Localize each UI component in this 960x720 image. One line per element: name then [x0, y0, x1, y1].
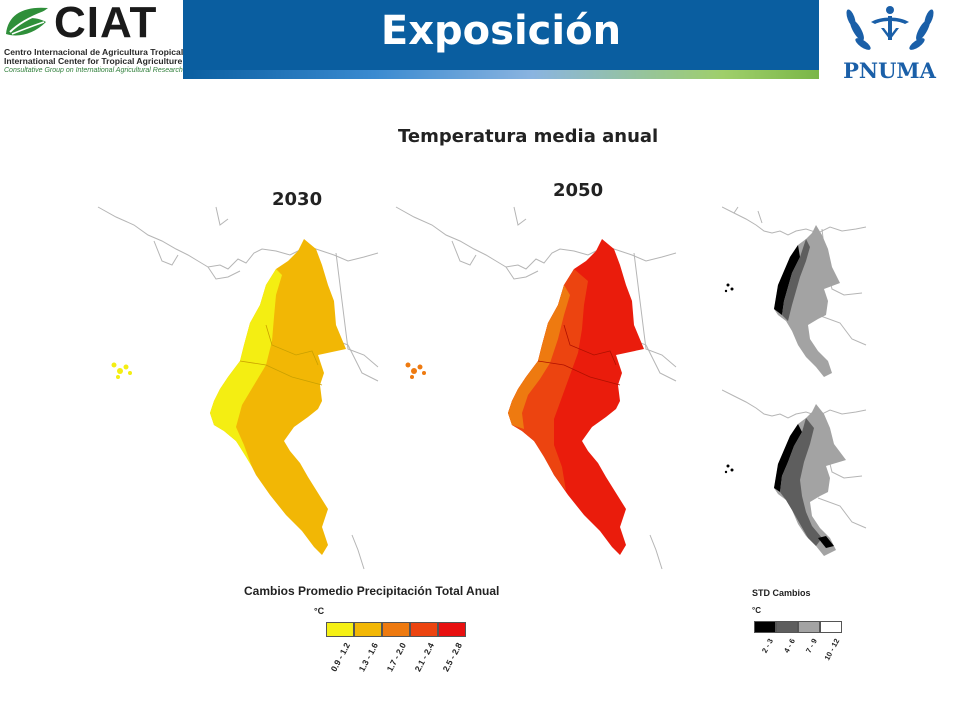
ciat-leaf-icon	[6, 7, 48, 36]
ciat-wordmark: CIAT	[54, 0, 158, 47]
legend-swatch	[754, 621, 776, 633]
ecuador-peru-shape	[508, 239, 644, 555]
pnuma-emblem-icon	[846, 6, 934, 50]
map-2030	[97, 206, 379, 570]
legend-swatch	[438, 622, 466, 637]
legend-label: 0.9 - 1.2	[328, 641, 352, 674]
legend-swatch	[798, 621, 820, 633]
legend-swatch	[354, 622, 382, 637]
ciat-logo: CIAT Centro Internacional de Agricultura…	[0, 0, 183, 80]
legend-swatch	[820, 621, 842, 633]
legend-label: 1.7 - 2.0	[384, 641, 408, 674]
legend-label: 10 - 12	[822, 637, 842, 662]
page-title: Exposición	[380, 8, 622, 54]
galapagos-islands	[724, 464, 734, 474]
ciat-name-en: International Center for Tropical Agricu…	[4, 56, 183, 66]
change-legend-unit: °C	[314, 606, 325, 616]
ciat-name-es: Centro Internacional de Agricultura Trop…	[4, 47, 184, 57]
change-legend-title: Cambios Promedio Precipitación Total Anu…	[244, 584, 500, 598]
pnuma-logo: PNUMA	[819, 0, 960, 83]
context-borders	[395, 206, 677, 570]
ciat-cgiar-line: Consultative Group on International Agri…	[4, 67, 183, 74]
galapagos-islands	[405, 362, 426, 379]
legend-swatch	[382, 622, 410, 637]
legend-swatch	[776, 621, 798, 633]
accent-line	[183, 70, 819, 79]
legend-label: 4 - 6	[782, 637, 798, 655]
galapagos-islands	[111, 362, 132, 379]
map-label-2050: 2050	[553, 180, 604, 201]
galapagos-islands	[724, 283, 734, 293]
map-2050	[395, 206, 677, 570]
ecuador-peru-shape	[210, 239, 346, 555]
figure-heading: Temperatura media anual	[398, 126, 659, 147]
std-legend-unit: °C	[752, 606, 761, 615]
legend-label: 2.1 - 2.4	[412, 641, 436, 674]
legend-label: 1.3 - 1.6	[356, 641, 380, 674]
legend-label: 2 - 3	[760, 637, 776, 655]
std-shape	[774, 225, 840, 377]
change-legend: 0.9 - 1.2 1.3 - 1.6 1.7 - 2.0 2.1 - 2.4 2.5 …	[326, 622, 468, 692]
legend-label: 7 - 9	[804, 637, 820, 655]
pnuma-wordmark: PNUMA	[843, 58, 936, 83]
std-map-2050	[722, 389, 867, 556]
legend-swatch	[410, 622, 438, 637]
std-map-2030	[722, 206, 867, 377]
map-label-2030: 2030	[272, 189, 323, 210]
title-bar: Exposición	[183, 0, 819, 70]
legend-label: 2.5 - 2.8	[440, 641, 464, 674]
std-shape	[774, 404, 846, 556]
legend-swatch	[326, 622, 354, 637]
std-legend-title: STD Cambios	[752, 588, 811, 598]
std-legend: 2 - 3 4 - 6 7 - 9 10 - 12	[754, 621, 846, 685]
